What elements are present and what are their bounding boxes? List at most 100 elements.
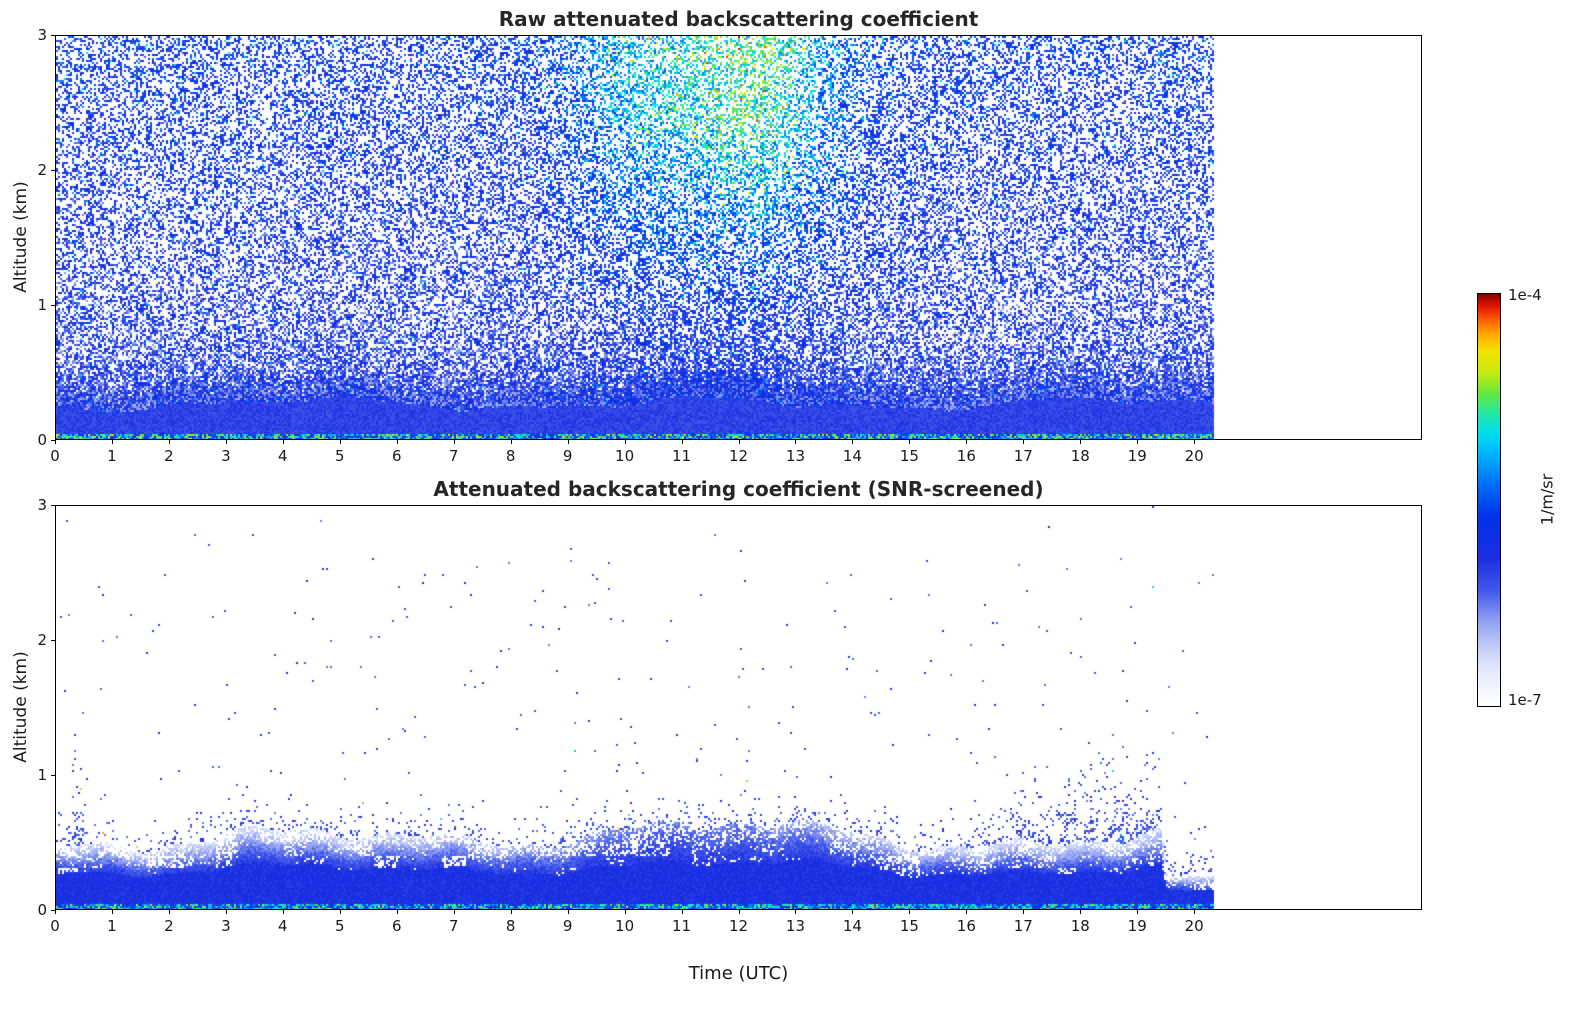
x-tick — [852, 440, 854, 444]
x-tick-label: 5 — [335, 917, 345, 935]
y-tick-label: 1 — [37, 296, 47, 314]
x-tick — [510, 440, 512, 444]
x-tick — [909, 440, 911, 444]
x-tick-label: 15 — [899, 447, 919, 465]
x-tick-label: 8 — [505, 917, 516, 935]
x-tick-label: 6 — [391, 447, 402, 465]
colorbar-max-label: 1e-4 — [1508, 286, 1542, 304]
x-tick-label: 11 — [671, 917, 692, 935]
x-tick-label: 9 — [562, 917, 573, 935]
x-tick-label: 5 — [335, 447, 345, 465]
x-tick-label: 6 — [391, 917, 402, 935]
x-tick — [1023, 440, 1025, 444]
x-tick — [55, 440, 56, 444]
x-tick — [111, 910, 113, 914]
x-tick — [396, 910, 398, 914]
x-tick — [1080, 910, 1082, 914]
y-tick-label: 1 — [37, 766, 47, 784]
x-tick-label: 18 — [1070, 447, 1090, 465]
x-tick — [1023, 910, 1025, 914]
y-tick-label: 2 — [37, 631, 47, 649]
x-tick-label: 20 — [1184, 917, 1204, 935]
x-tick — [111, 440, 113, 444]
y-tick-label: 3 — [37, 496, 47, 514]
x-tick-label: 15 — [899, 917, 919, 935]
top-panel-title: Raw attenuated backscattering coefficien… — [498, 7, 979, 31]
x-tick — [453, 910, 455, 914]
x-tick-label: 9 — [562, 447, 573, 465]
y-tick-label: 3 — [37, 26, 47, 44]
x-tick — [795, 440, 797, 444]
x-tick — [510, 910, 512, 914]
x-tick-label: 8 — [505, 447, 516, 465]
x-tick-label: 14 — [842, 447, 862, 465]
x-tick — [168, 440, 170, 444]
x-tick — [738, 910, 740, 914]
x-tick-label: 3 — [221, 917, 231, 935]
x-tick — [282, 440, 284, 444]
x-tick — [225, 910, 227, 914]
x-tick-label: 13 — [785, 447, 805, 465]
x-tick — [624, 910, 626, 914]
colorbar — [1477, 293, 1501, 707]
x-tick-label: 14 — [842, 917, 862, 935]
colorbar-unit-label: 1/m/sr — [1537, 473, 1557, 526]
x-tick-label: 16 — [956, 447, 976, 465]
top-heatmap-canvas — [56, 36, 1421, 439]
x-tick — [339, 440, 341, 444]
x-tick — [567, 440, 569, 444]
y-tick-label: 2 — [37, 161, 47, 179]
x-tick — [1080, 440, 1082, 444]
x-tick-label: 12 — [728, 917, 749, 935]
x-tick-label: 7 — [448, 917, 459, 935]
x-tick — [852, 910, 854, 914]
x-tick — [168, 910, 170, 914]
x-tick — [624, 440, 626, 444]
y-tick — [51, 305, 55, 306]
bottom-heatmap-canvas — [56, 506, 1421, 909]
x-tick-label: 1 — [107, 447, 117, 465]
x-tick — [966, 440, 968, 444]
x-tick-label: 19 — [1127, 447, 1147, 465]
top-panel-axes — [55, 35, 1422, 440]
x-tick — [396, 440, 398, 444]
x-tick — [1194, 440, 1196, 444]
y-tick — [51, 910, 55, 911]
x-tick-label: 1 — [107, 917, 117, 935]
x-tick — [567, 910, 569, 914]
y-tick — [51, 640, 55, 641]
x-tick-label: 0 — [50, 917, 60, 935]
x-tick — [681, 910, 683, 914]
x-tick-label: 7 — [448, 447, 459, 465]
top-y-axis-label: Altitude (km) — [11, 181, 31, 293]
x-tick-label: 4 — [278, 447, 288, 465]
y-tick-label: 0 — [37, 901, 47, 919]
y-tick — [51, 440, 55, 441]
x-tick — [453, 440, 455, 444]
x-tick — [225, 440, 227, 444]
x-tick-label: 10 — [615, 447, 635, 465]
y-tick-label: 0 — [37, 431, 47, 449]
bottom-y-axis-label: Altitude (km) — [11, 651, 31, 763]
x-axis-label: Time (UTC) — [688, 963, 789, 984]
x-tick — [795, 910, 797, 914]
x-tick-label: 16 — [956, 917, 976, 935]
x-tick-label: 0 — [50, 447, 60, 465]
x-tick — [1137, 910, 1139, 914]
y-tick — [51, 170, 55, 171]
x-tick — [966, 910, 968, 914]
y-tick — [51, 775, 55, 776]
x-tick-label: 20 — [1184, 447, 1204, 465]
bottom-panel-axes — [55, 505, 1422, 910]
x-tick — [681, 440, 683, 444]
x-tick-label: 18 — [1070, 917, 1090, 935]
y-tick — [51, 35, 55, 36]
colorbar-min-label: 1e-7 — [1508, 691, 1542, 709]
x-tick-label: 17 — [1013, 447, 1033, 465]
x-tick — [55, 910, 56, 914]
x-tick-label: 2 — [164, 447, 174, 465]
x-tick — [738, 440, 740, 444]
x-tick-label: 10 — [615, 917, 635, 935]
colorbar-gradient-canvas — [1478, 294, 1500, 706]
